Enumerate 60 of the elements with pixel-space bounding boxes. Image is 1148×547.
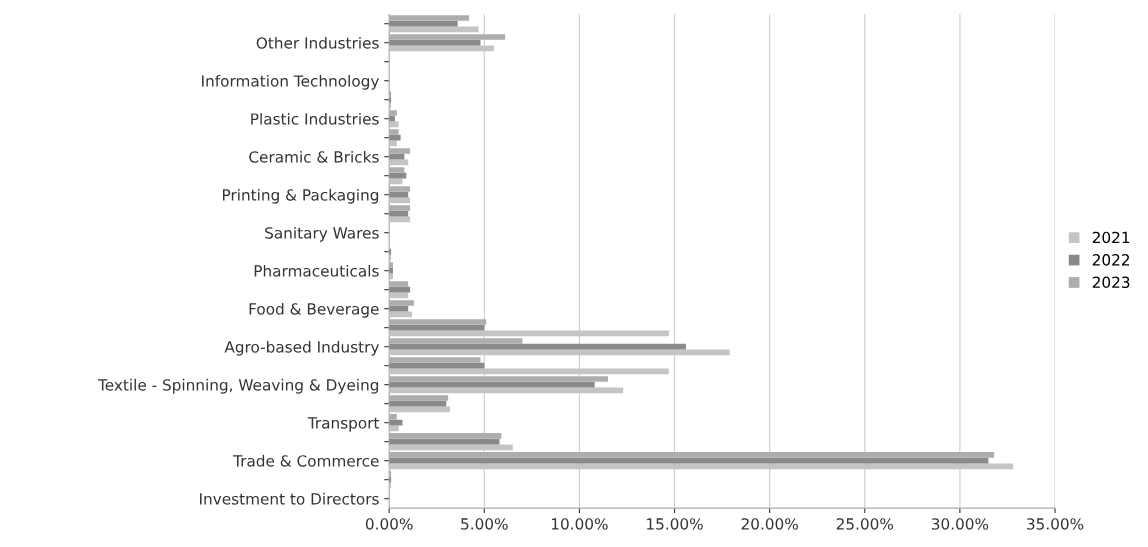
- bar: [389, 452, 995, 458]
- bar: [389, 20, 458, 27]
- y-tick-label: Investment to Directors: [200, 492, 379, 505]
- bar: [389, 110, 397, 116]
- bar: [389, 115, 395, 122]
- bar: [389, 153, 405, 160]
- bar: [389, 300, 414, 306]
- x-tick-label: 5.00%: [461, 518, 508, 530]
- bar: [389, 357, 481, 363]
- bar: [389, 343, 686, 350]
- bar: [389, 134, 401, 141]
- bar: [389, 191, 409, 198]
- bar: [389, 186, 411, 192]
- bar: [389, 338, 523, 344]
- bar: [389, 381, 595, 388]
- bar: [389, 172, 407, 179]
- y-tick-label: Ceramic & Bricks: [249, 150, 379, 163]
- y-tick-label: Pharmaceuticals: [254, 264, 379, 277]
- bar: [389, 205, 411, 211]
- legend-label: 2021: [1092, 231, 1130, 244]
- y-tick-label: Plastic Industries: [251, 112, 379, 125]
- bar: [389, 148, 411, 154]
- bar: [389, 167, 405, 173]
- legend-label: 2022: [1092, 254, 1130, 266]
- bar: [389, 281, 409, 287]
- bar: [389, 433, 502, 439]
- y-tick-label: Textile - Spinning, Weaving & Dyeing: [97, 378, 379, 394]
- y-tick-label: Other Industries: [256, 36, 379, 49]
- legend-label: 2023: [1092, 276, 1130, 289]
- bar: [389, 286, 411, 293]
- x-tick-label: 20.00%: [741, 518, 798, 530]
- bar: [389, 34, 506, 40]
- x-tick-label: 35.00%: [1027, 518, 1084, 530]
- bar: [389, 39, 481, 46]
- bar: [389, 15, 470, 21]
- bar: [389, 324, 485, 331]
- y-tick-label: Printing & Packaging: [223, 188, 379, 204]
- bar: [389, 319, 487, 325]
- y-tick-label: Transport: [307, 417, 380, 432]
- x-tick-label: 15.00%: [647, 518, 703, 530]
- bar: [389, 129, 399, 135]
- bar: [389, 376, 608, 382]
- bar: [389, 457, 989, 464]
- bar: [389, 395, 449, 401]
- x-tick-label: 30.00%: [931, 518, 989, 530]
- bar: [389, 210, 409, 217]
- x-tick-label: 0.00%: [365, 518, 413, 530]
- y-tick-label: Trade & Commerce: [233, 454, 379, 467]
- bar: [389, 414, 397, 420]
- x-tick-label: 25.00%: [836, 518, 894, 530]
- bar: [389, 362, 485, 369]
- bar: [389, 400, 447, 407]
- bar: [389, 419, 403, 426]
- bar: [389, 438, 500, 445]
- y-tick-label: Food & Beverage: [249, 302, 379, 318]
- bar: [389, 305, 409, 312]
- x-tick-label: 10.00%: [551, 518, 608, 530]
- y-tick-label: Sanitary Wares: [265, 226, 379, 242]
- y-tick-label: Information Technology: [202, 74, 379, 90]
- y-tick-label: Agro-based Industry: [224, 340, 379, 356]
